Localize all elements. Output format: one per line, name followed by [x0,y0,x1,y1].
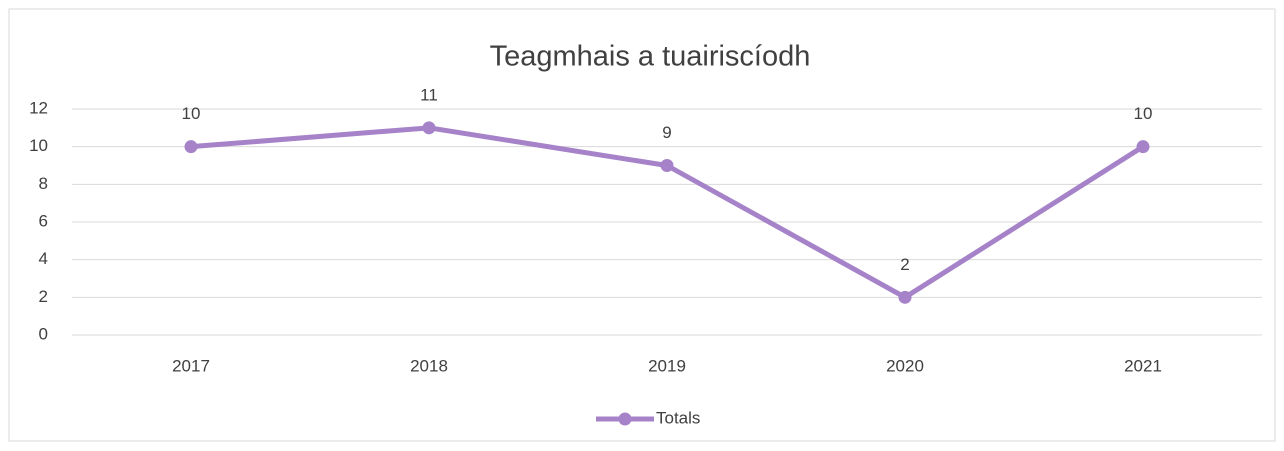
x-tick-label: 2018 [410,356,448,375]
chart-frame [8,8,1276,442]
chart-title: Teagmhais a tuairiscíodh [490,41,811,73]
legend-label: Totals [656,408,700,427]
y-tick-label: 4 [39,249,48,268]
marker [898,290,912,304]
y-tick-label: 10 [29,136,48,155]
y-tick-label: 2 [39,287,48,306]
y-tick-label: 0 [39,324,48,343]
marker [660,159,674,172]
marker [422,121,436,135]
data-label: 11 [420,85,438,104]
y-tick-label: 12 [29,98,48,117]
legend-marker [618,412,632,426]
data-label: 10 [1134,104,1153,123]
data-label: 9 [662,123,671,142]
marker [1136,140,1150,154]
x-tick-label: 2019 [648,356,686,375]
data-label: 2 [900,255,909,274]
data-label: 10 [182,104,201,123]
y-tick-label: 8 [39,174,48,193]
marker [184,140,198,154]
y-tick-label: 6 [39,211,48,230]
x-tick-label: 2017 [172,356,210,375]
x-tick-label: 2020 [886,356,924,375]
x-tick-label: 2021 [1124,356,1162,375]
